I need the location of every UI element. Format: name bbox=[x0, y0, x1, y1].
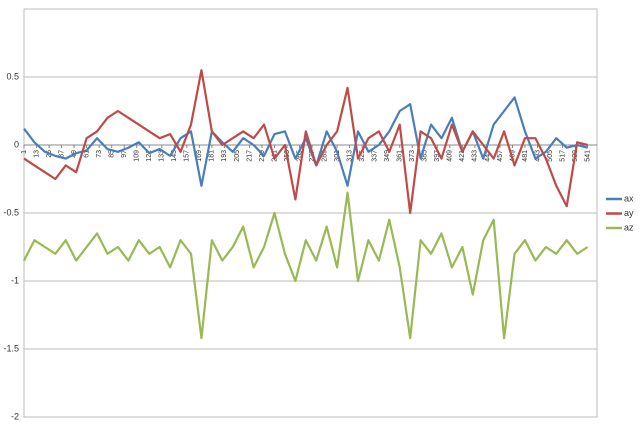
y-tick-label: 0.5 bbox=[6, 71, 19, 81]
x-tick-label: 97 bbox=[121, 150, 128, 158]
x-tick-label: 1 bbox=[21, 150, 28, 154]
x-tick-label: 265 bbox=[296, 150, 303, 162]
x-tick-label: 421 bbox=[459, 150, 466, 162]
y-tick-label: -1.5 bbox=[3, 343, 19, 353]
x-tick-label: 433 bbox=[472, 150, 479, 162]
x-tick-label: 109 bbox=[134, 150, 141, 162]
series-line bbox=[23, 96, 588, 187]
series-line bbox=[23, 69, 588, 215]
x-tick-label: 517 bbox=[559, 150, 566, 162]
x-tick-label: 337 bbox=[372, 150, 379, 162]
x-tick-label: 193 bbox=[221, 150, 228, 162]
x-tick-label: 157 bbox=[184, 150, 191, 162]
x-tick-label: 505 bbox=[547, 150, 554, 162]
x-tick-label: 73 bbox=[96, 150, 103, 158]
x-tick-label: 145 bbox=[171, 150, 178, 162]
x-tick-label: 229 bbox=[259, 150, 266, 162]
x-tick-label: 541 bbox=[584, 150, 591, 162]
x-tick-label: 385 bbox=[422, 150, 429, 162]
y-tick-label: 0 bbox=[14, 139, 19, 149]
x-tick-label: 325 bbox=[359, 150, 366, 162]
legend-label: az bbox=[624, 222, 634, 232]
x-tick-label: 457 bbox=[497, 150, 504, 162]
x-tick-label: 289 bbox=[321, 150, 328, 162]
x-tick-label: 349 bbox=[384, 150, 391, 162]
x-tick-label: 361 bbox=[397, 150, 404, 162]
x-tick-label: 61 bbox=[83, 150, 90, 158]
x-tick-label: 205 bbox=[234, 150, 241, 162]
x-tick-label: 37 bbox=[58, 150, 65, 158]
x-tick-label: 85 bbox=[109, 150, 116, 158]
x-tick-label: 469 bbox=[509, 150, 516, 162]
x-tick-label: 373 bbox=[409, 150, 416, 162]
y-tick-label: -1 bbox=[11, 275, 19, 285]
x-tick-label: 181 bbox=[209, 150, 216, 162]
x-tick-label: 409 bbox=[447, 150, 454, 162]
x-tick-label: 133 bbox=[159, 150, 166, 162]
y-tick-label: -2 bbox=[11, 411, 19, 421]
x-tick-label: 313 bbox=[346, 150, 353, 162]
legend-label: ax bbox=[624, 193, 634, 203]
x-tick-label: 217 bbox=[246, 150, 253, 162]
legend-label: ay bbox=[624, 208, 634, 218]
series-line bbox=[23, 191, 589, 340]
x-tick-label: 13 bbox=[33, 150, 40, 158]
x-tick-label: 169 bbox=[196, 150, 203, 162]
x-tick-label: 481 bbox=[522, 150, 529, 162]
x-tick-label: 445 bbox=[484, 150, 491, 162]
x-tick-label: 241 bbox=[271, 150, 278, 162]
x-tick-label: 121 bbox=[146, 150, 153, 162]
x-tick-label: 397 bbox=[434, 150, 441, 162]
y-tick-label: -0.5 bbox=[3, 207, 19, 217]
